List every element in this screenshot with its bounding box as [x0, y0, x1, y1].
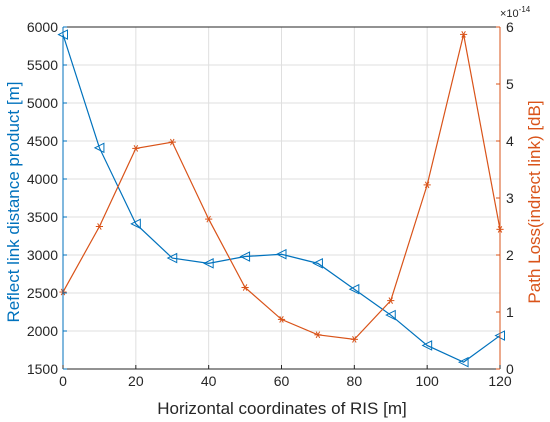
point-0-4 [203, 258, 214, 269]
left-y-tick-label: 3000 [27, 247, 58, 263]
point-1-11 [459, 31, 468, 38]
x-tick-label: 100 [415, 373, 439, 389]
x-tick-label: 40 [201, 373, 217, 389]
right-y-tick-label: 6 [506, 19, 514, 35]
point-0-3 [166, 252, 178, 264]
x-tick-label: 60 [274, 373, 290, 389]
left-y-tick-label: 4000 [27, 171, 58, 187]
point-1-2 [132, 145, 140, 152]
point-0-9 [385, 309, 396, 321]
point-0-11 [457, 356, 469, 368]
point-0-1 [93, 142, 105, 154]
tick-labels: 0 20 40 60 80 100 1201500200025003000350040004… [27, 19, 514, 389]
right-y-tick-label: 1 [506, 304, 514, 320]
left-y-axis-title: Reflect link distance product [m] [4, 82, 23, 323]
right-y-tick-label: 0 [506, 361, 514, 377]
left-y-tick-label: 2000 [27, 323, 58, 339]
point-0-6 [275, 248, 287, 260]
x-tick-label: 120 [488, 373, 512, 389]
point-0-8 [348, 283, 360, 295]
series-line-0 [62, 34, 501, 363]
right-axis-exponent-label: ×10-14 [500, 5, 531, 20]
right-y-tick-label: 5 [506, 76, 514, 92]
series-layer [57, 29, 505, 368]
point-1-7 [314, 331, 322, 339]
right-y-tick-label: 3 [506, 190, 514, 206]
right-y-tick-label: 2 [506, 247, 514, 263]
axes [62, 26, 501, 370]
point-0-2 [130, 218, 141, 230]
x-tick-label: 0 [59, 373, 67, 389]
left-y-tick-label: 6000 [27, 19, 58, 35]
point-0-10 [421, 340, 433, 351]
point-1-10 [423, 181, 431, 189]
point-0-5 [239, 251, 251, 262]
grid [62, 26, 501, 370]
point-1-6 [277, 316, 286, 323]
point-1-9 [387, 297, 395, 304]
point-1-3 [168, 138, 176, 146]
point-1-5 [241, 284, 249, 291]
right-y-tick-label: 4 [506, 133, 514, 149]
left-y-tick-label: 2500 [27, 285, 58, 301]
point-1-4 [205, 215, 213, 223]
left-y-tick-label: 1500 [27, 361, 58, 377]
left-y-tick-label: 5500 [27, 57, 58, 73]
left-y-tick-label: 5000 [27, 95, 58, 111]
point-1-8 [350, 335, 358, 343]
x-tick-label: 80 [347, 373, 363, 389]
point-0-7 [312, 258, 323, 269]
right-y-axis-title: Path Loss(indrect link) [dB] [525, 100, 544, 303]
x-tick-label: 20 [128, 373, 144, 389]
point-1-1 [95, 223, 104, 230]
x-axis-title: Horizontal coordinates of RIS [m] [157, 399, 406, 418]
left-y-tick-label: 3500 [27, 209, 58, 225]
left-y-tick-label: 4500 [27, 133, 58, 149]
